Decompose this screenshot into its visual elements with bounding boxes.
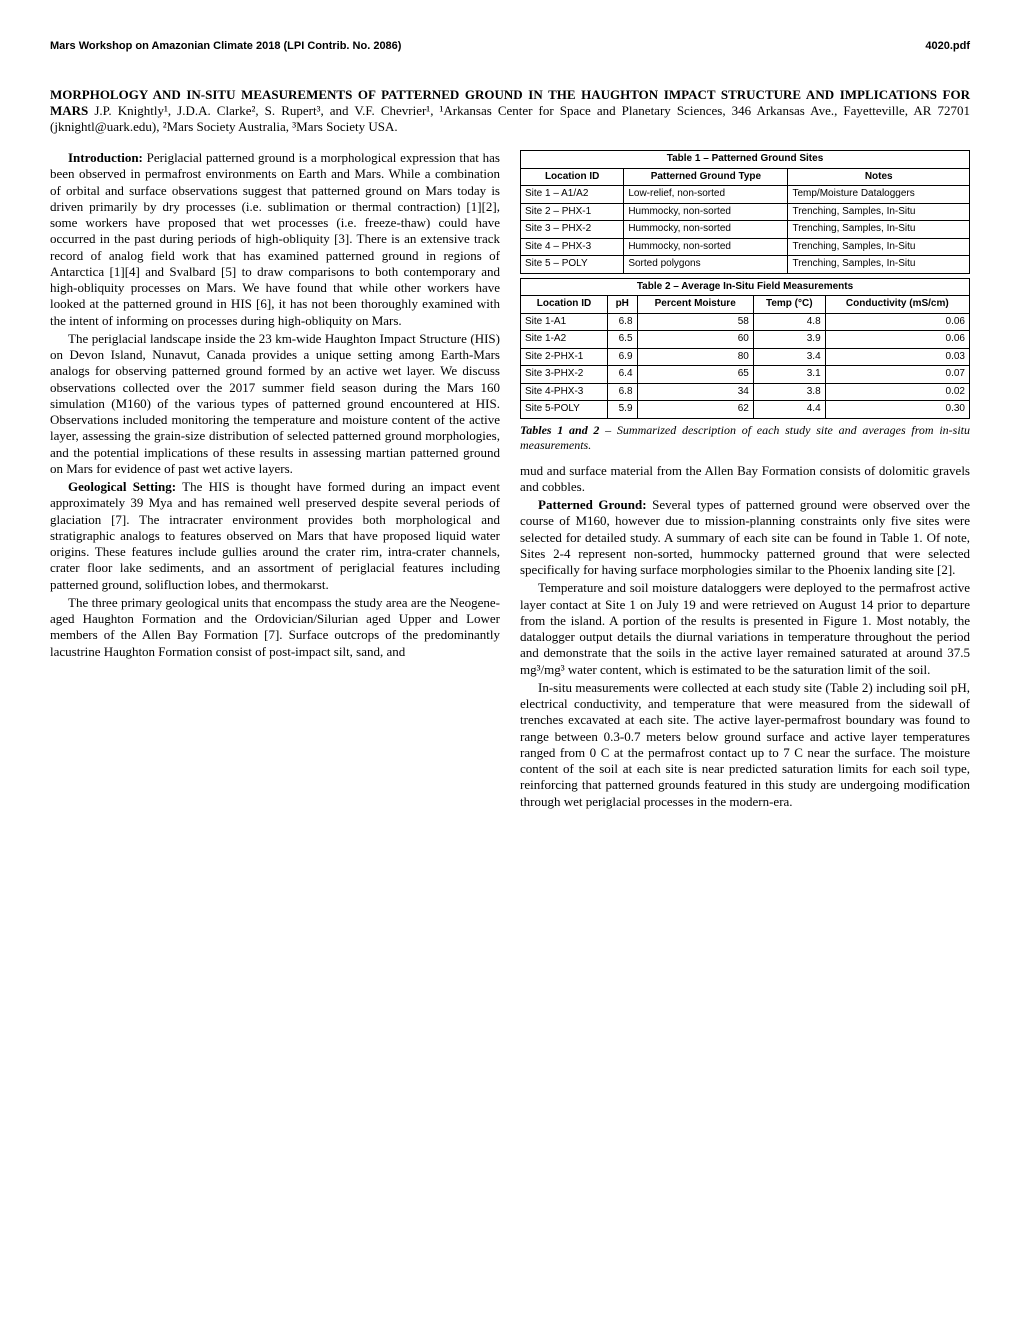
table-cell: 3.4 xyxy=(753,348,825,366)
table-cell: Site 3-PHX-2 xyxy=(521,366,608,384)
table-2-header: pH xyxy=(607,296,637,314)
table-cell: 0.06 xyxy=(825,331,969,349)
table-2-header: Conductivity (mS/cm) xyxy=(825,296,969,314)
table-cell: 6.9 xyxy=(607,348,637,366)
table-cell: Site 5 – POLY xyxy=(521,256,624,274)
table-row: Site 2-PHX-16.9803.40.03 xyxy=(521,348,970,366)
table-cell: 6.5 xyxy=(607,331,637,349)
table-1-header: Location ID xyxy=(521,168,624,186)
table-cell: Low-relief, non-sorted xyxy=(624,186,788,204)
table-cell: 4.4 xyxy=(753,401,825,419)
table-row: Site 1 – A1/A2Low-relief, non-sortedTemp… xyxy=(521,186,970,204)
two-column-layout: Introduction: Periglacial patterned grou… xyxy=(50,150,970,812)
table-row: Site 4-PHX-36.8343.80.02 xyxy=(521,383,970,401)
table-cell: Hummocky, non-sorted xyxy=(624,221,788,239)
table-cell: 6.8 xyxy=(607,313,637,331)
table-cell: Site 1-A2 xyxy=(521,331,608,349)
table-cell: Hummocky, non-sorted xyxy=(624,238,788,256)
geo-paragraph: Geological Setting: The HIS is thought h… xyxy=(50,479,500,593)
table-cell: 62 xyxy=(637,401,753,419)
table-cell: Trenching, Samples, In-Situ xyxy=(788,203,970,221)
table-row: Site 4 – PHX-3Hummocky, non-sortedTrench… xyxy=(521,238,970,256)
table-cell: Site 1 – A1/A2 xyxy=(521,186,624,204)
table-row: Site 1-A26.5603.90.06 xyxy=(521,331,970,349)
table-cell: 6.8 xyxy=(607,383,637,401)
table-cell: Hummocky, non-sorted xyxy=(624,203,788,221)
table-cell: Trenching, Samples, In-Situ xyxy=(788,256,970,274)
table-row: Site 5 – POLYSorted polygonsTrenching, S… xyxy=(521,256,970,274)
table-1-title: Table 1 – Patterned Ground Sites xyxy=(521,151,970,169)
table-2-header: Location ID xyxy=(521,296,608,314)
table-row: Site 2 – PHX-1Hummocky, non-sortedTrench… xyxy=(521,203,970,221)
table-cell: 0.02 xyxy=(825,383,969,401)
tables-caption: Tables 1 and 2 – Summarized description … xyxy=(520,423,970,453)
table-row: Site 3 – PHX-2Hummocky, non-sortedTrench… xyxy=(521,221,970,239)
table-cell: Temp/Moisture Dataloggers xyxy=(788,186,970,204)
intro-paragraph: Introduction: Periglacial patterned grou… xyxy=(50,150,500,329)
table-cell: 6.4 xyxy=(607,366,637,384)
table-cell: 0.07 xyxy=(825,366,969,384)
table-cell: 4.8 xyxy=(753,313,825,331)
table-2-title: Table 2 – Average In-Situ Field Measurem… xyxy=(521,278,970,296)
table-cell: Sorted polygons xyxy=(624,256,788,274)
geological-setting-heading: Geological Setting: xyxy=(68,479,176,494)
table-cell: 58 xyxy=(637,313,753,331)
right-p1: mud and surface material from the Allen … xyxy=(520,463,970,496)
table-cell: 0.06 xyxy=(825,313,969,331)
table-cell: 5.9 xyxy=(607,401,637,419)
table-cell: Site 1-A1 xyxy=(521,313,608,331)
introduction-heading: Introduction: xyxy=(68,150,143,165)
paragraph-2: The periglacial landscape inside the 23 … xyxy=(50,331,500,477)
table-2-header: Temp (°C) xyxy=(753,296,825,314)
geo-text: The HIS is thought have formed during an… xyxy=(50,479,500,592)
caption-bold: Tables 1 and 2 xyxy=(520,423,599,437)
table-cell: Trenching, Samples, In-Situ xyxy=(788,238,970,256)
table-2-header: Percent Moisture xyxy=(637,296,753,314)
paper-authors: J.P. Knightly¹, J.D.A. Clarke², S. Ruper… xyxy=(50,103,970,134)
table-cell: Site 3 – PHX-2 xyxy=(521,221,624,239)
table-cell: Trenching, Samples, In-Situ xyxy=(788,221,970,239)
patterned-ground-heading: Patterned Ground: xyxy=(538,497,647,512)
intro-text: Periglacial patterned ground is a morpho… xyxy=(50,150,500,328)
table-1: Table 1 – Patterned Ground Sites Locatio… xyxy=(520,150,970,274)
table-cell: 3.1 xyxy=(753,366,825,384)
table-cell: 60 xyxy=(637,331,753,349)
table-cell: 3.8 xyxy=(753,383,825,401)
table-1-header: Patterned Ground Type xyxy=(624,168,788,186)
table-cell: Site 5-POLY xyxy=(521,401,608,419)
table-2-header-row: Location ID pH Percent Moisture Temp (°C… xyxy=(521,296,970,314)
page-header: Mars Workshop on Amazonian Climate 2018 … xyxy=(50,40,970,52)
table-row: Site 3-PHX-26.4653.10.07 xyxy=(521,366,970,384)
right-p3: Temperature and soil moisture datalogger… xyxy=(520,580,970,678)
table-cell: 0.03 xyxy=(825,348,969,366)
table-1-header-row: Location ID Patterned Ground Type Notes xyxy=(521,168,970,186)
table-row: Site 5-POLY5.9624.40.30 xyxy=(521,401,970,419)
table-cell: Site 2-PHX-1 xyxy=(521,348,608,366)
header-left: Mars Workshop on Amazonian Climate 2018 … xyxy=(50,40,401,52)
table-cell: Site 4 – PHX-3 xyxy=(521,238,624,256)
right-column: Table 1 – Patterned Ground Sites Locatio… xyxy=(520,150,970,812)
left-column: Introduction: Periglacial patterned grou… xyxy=(50,150,500,812)
table-cell: 3.9 xyxy=(753,331,825,349)
table-cell: Site 4-PHX-3 xyxy=(521,383,608,401)
paragraph-4: The three primary geological units that … xyxy=(50,595,500,660)
table-2: Table 2 – Average In-Situ Field Measurem… xyxy=(520,278,970,419)
table-cell: Site 2 – PHX-1 xyxy=(521,203,624,221)
table-cell: 0.30 xyxy=(825,401,969,419)
table-row: Site 1-A16.8584.80.06 xyxy=(521,313,970,331)
table-cell: 65 xyxy=(637,366,753,384)
header-right: 4020.pdf xyxy=(925,40,970,52)
table-cell: 80 xyxy=(637,348,753,366)
table-1-header: Notes xyxy=(788,168,970,186)
table-cell: 34 xyxy=(637,383,753,401)
title-block: MORPHOLOGY AND IN-SITU MEASUREMENTS OF P… xyxy=(50,87,970,135)
right-p4: In-situ measurements were collected at e… xyxy=(520,680,970,810)
patterned-ground-paragraph: Patterned Ground: Several types of patte… xyxy=(520,497,970,578)
